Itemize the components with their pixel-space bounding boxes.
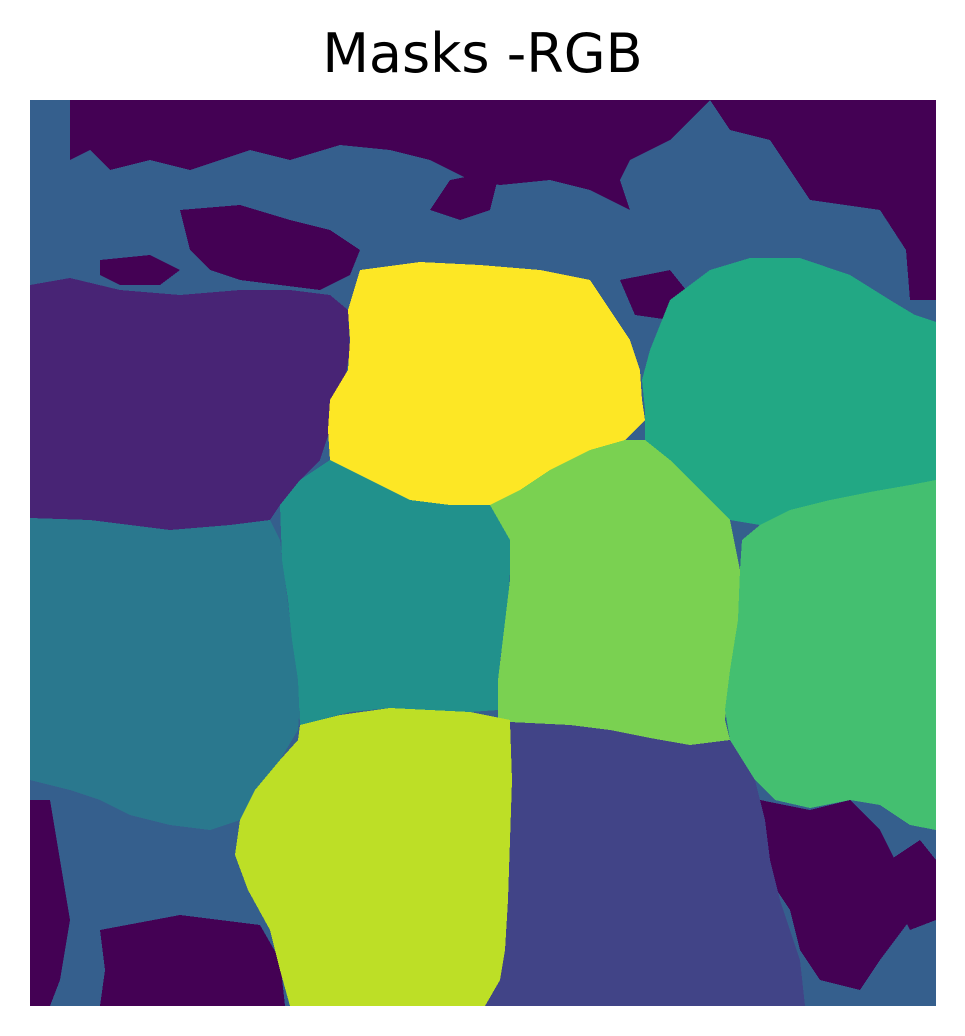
segment-region-green xyxy=(642,258,936,525)
segment-region-lime xyxy=(490,440,740,745)
mask-image-svg xyxy=(30,100,936,1006)
segment-region-indigo xyxy=(485,722,805,1006)
segment-region-lightgreen xyxy=(725,480,936,830)
segment-background-dark-top xyxy=(70,100,936,300)
segment-background-dark-patch4 xyxy=(430,170,500,220)
segment-region-yellow xyxy=(328,262,645,505)
segment-background-dark-patch xyxy=(180,205,360,290)
segment-region-purple xyxy=(30,278,350,530)
segment-background-dark-right-patch xyxy=(890,840,936,930)
segment-region-cyan xyxy=(280,460,510,725)
segment-background-dark-bottom-right xyxy=(760,800,910,990)
segment-region-teal xyxy=(30,518,300,830)
segment-background-dark-left-edge xyxy=(30,800,70,1006)
mask-image xyxy=(30,100,936,1006)
segment-background-dark-bottom-left xyxy=(100,915,285,1006)
figure-title: Masks -RGB xyxy=(322,22,643,85)
segment-background-dark-patch2 xyxy=(100,255,180,285)
segment-region-yellowgreen xyxy=(235,708,512,1006)
